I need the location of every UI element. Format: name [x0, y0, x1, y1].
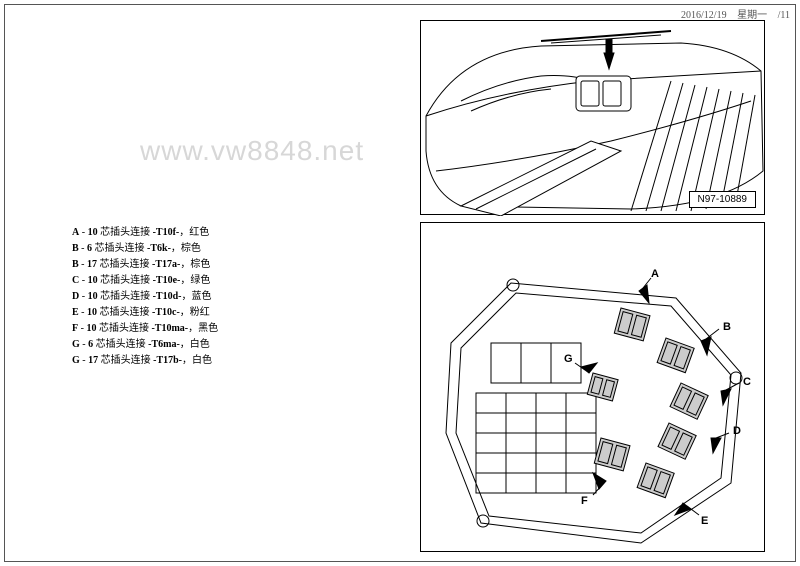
callout-d: D — [733, 425, 741, 437]
legend-code: -T17b- — [153, 355, 182, 366]
legend-word: 芯插头连接 — [101, 355, 151, 366]
legend-comma: ， — [182, 355, 192, 366]
legend-color: 红色 — [189, 227, 209, 238]
legend-pins: 10 — [88, 275, 98, 286]
figure-top-label: N97-10889 — [689, 191, 756, 208]
legend-sep: - — [79, 307, 87, 318]
connector-legend: A - 10 芯插头连接 -T10f-，红色B - 6 芯插头连接 -T6k-，… — [72, 225, 218, 369]
legend-pins: 10 — [86, 323, 96, 334]
legend-color: 棕色 — [181, 243, 201, 254]
callout-e: E — [701, 515, 708, 527]
figure-bottom: A B C D E F G — [420, 222, 765, 552]
legend-key: E — [72, 307, 79, 318]
legend-row: A - 10 芯插头连接 -T10f-，红色 — [72, 225, 218, 241]
callout-f: F — [581, 495, 588, 507]
legend-pins: 10 — [88, 227, 98, 238]
legend-row: B - 6 芯插头连接 -T6k-，棕色 — [72, 241, 218, 257]
legend-pins: 10 — [87, 307, 97, 318]
legend-comma: ， — [171, 243, 181, 254]
legend-row: E - 10 芯插头连接 -T10c-，粉红 — [72, 305, 218, 321]
legend-comma: ， — [180, 275, 190, 286]
figure-top: N97-10889 — [420, 20, 765, 215]
legend-row: D - 10 芯插头连接 -T10d-，蓝色 — [72, 289, 218, 305]
engine-bay-illustration — [421, 21, 766, 216]
callout-c: C — [743, 376, 751, 388]
legend-key: G — [72, 339, 80, 350]
legend-word: 芯插头连接 — [100, 275, 150, 286]
legend-sep: - — [79, 227, 87, 238]
legend-color: 黑色 — [198, 323, 218, 334]
legend-color: 绿色 — [190, 275, 210, 286]
legend-comma: ， — [179, 227, 189, 238]
legend-word: 芯插头连接 — [100, 291, 150, 302]
legend-sep: - — [79, 275, 87, 286]
legend-comma: ， — [180, 259, 190, 270]
legend-code: -T10d- — [153, 291, 182, 302]
callout-g: G — [564, 353, 573, 365]
legend-color: 白色 — [192, 355, 212, 366]
legend-code: -T6ma- — [148, 339, 180, 350]
legend-sep: - — [80, 355, 88, 366]
legend-color: 蓝色 — [191, 291, 211, 302]
legend-comma: ， — [188, 323, 198, 334]
legend-sep: - — [80, 339, 88, 350]
legend-pins: 17 — [87, 259, 97, 270]
legend-code: -T10ma- — [151, 323, 188, 334]
legend-word: 芯插头连接 — [100, 227, 150, 238]
fusebox-illustration — [421, 223, 766, 553]
legend-row: G - 17 芯插头连接 -T17b-，白色 — [72, 353, 218, 369]
legend-color: 棕色 — [190, 259, 210, 270]
legend-sep: - — [79, 243, 87, 254]
legend-pins: 10 — [88, 291, 98, 302]
legend-code: -T10e- — [153, 275, 181, 286]
header-page: /11 — [778, 10, 790, 21]
legend-color: 白色 — [190, 339, 210, 350]
legend-code: -T17a- — [152, 259, 180, 270]
callout-b: B — [723, 321, 731, 333]
legend-word: 芯插头连接 — [95, 243, 145, 254]
legend-key: G — [72, 355, 80, 366]
legend-row: F - 10 芯插头连接 -T10ma-，黑色 — [72, 321, 218, 337]
legend-comma: ， — [180, 307, 190, 318]
page-header: 2016/12/19 星期一 /11 — [673, 6, 790, 21]
legend-word: 芯插头连接 — [100, 307, 150, 318]
legend-pins: 17 — [88, 355, 98, 366]
legend-pins: 6 — [88, 339, 93, 350]
legend-row: G - 6 芯插头连接 -T6ma-，白色 — [72, 337, 218, 353]
legend-key: B — [72, 243, 79, 254]
legend-word: 芯插头连接 — [99, 323, 149, 334]
legend-pins: 6 — [87, 243, 92, 254]
legend-comma: ， — [180, 339, 190, 350]
legend-word: 芯插头连接 — [96, 339, 146, 350]
legend-row: B - 17 芯插头连接 -T17a-，棕色 — [72, 257, 218, 273]
legend-sep: - — [79, 291, 87, 302]
legend-code: -T6k- — [147, 243, 171, 254]
legend-sep: - — [79, 259, 87, 270]
legend-word: 芯插头连接 — [100, 259, 150, 270]
legend-code: -T10c- — [152, 307, 180, 318]
legend-code: -T10f- — [153, 227, 180, 238]
callout-a: A — [651, 268, 659, 280]
legend-key: B — [72, 259, 79, 270]
legend-row: C - 10 芯插头连接 -T10e-，绿色 — [72, 273, 218, 289]
legend-color: 粉红 — [190, 307, 210, 318]
legend-comma: ， — [181, 291, 191, 302]
